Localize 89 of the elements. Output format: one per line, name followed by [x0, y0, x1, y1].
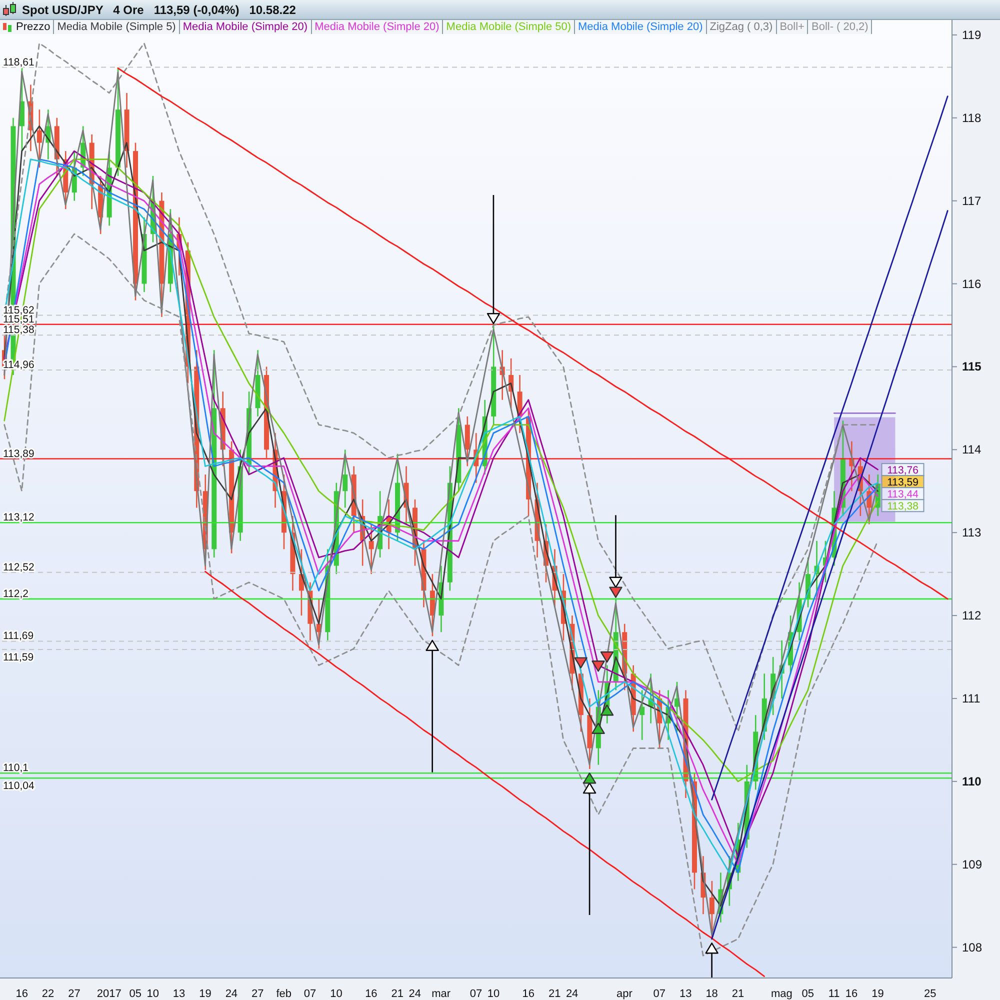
legend-label: Prezzo	[0, 20, 54, 34]
x-tick-label: 16	[845, 988, 858, 1000]
chart-title: Spot USD/JPY 4 Ore 113,59 (-0,04%) 10.58.22	[22, 2, 296, 16]
x-tick-label: 27	[252, 988, 264, 1000]
point	[486, 312, 500, 324]
x-tick-label: 19	[199, 988, 212, 1000]
x-tick-label: 25	[924, 988, 936, 1000]
ref-line-label: 110,04	[3, 780, 34, 792]
y-tick-label: 112	[962, 608, 982, 623]
x-tick-label: 07	[470, 988, 482, 1000]
x-tick-label: 19	[872, 988, 884, 1000]
line-series	[4, 42, 878, 732]
x-tick-label: 07	[653, 988, 666, 1000]
data-label: 113,38	[887, 500, 919, 513]
x-tick-label: 21	[391, 988, 404, 1000]
ref-line-label: 112,52	[3, 561, 34, 574]
text: Media Mobile (Simple 50)	[443, 20, 576, 34]
y-tick-label: 116	[962, 276, 982, 291]
x-tick-label: 22	[42, 988, 54, 1000]
x-tick-label: 10	[487, 988, 500, 1000]
y-tick-label: 115	[962, 360, 982, 374]
x-tick-label: 24	[225, 988, 238, 1000]
x-tick-label: 2017	[96, 988, 122, 1000]
ref-line-label: 111,59	[3, 652, 34, 664]
point	[705, 942, 718, 954]
x-tick-label: mag	[770, 988, 792, 1000]
x-tick-label: 05	[129, 988, 142, 1000]
x-tick-label: 21	[548, 988, 561, 1000]
ref-line-label: 110,1	[3, 762, 29, 774]
x-tick-label: mar	[432, 988, 451, 1000]
x-tick-label: 16	[522, 988, 535, 1000]
text: Boll+	[776, 20, 808, 34]
candlestick	[342, 449, 348, 508]
text: 113,59	[887, 476, 918, 489]
x-tick-label: 05	[802, 988, 814, 1000]
point	[600, 651, 614, 663]
y-tick-label: 117	[962, 194, 982, 208]
point	[592, 660, 605, 672]
text: Media Mobile (Simple 5)	[54, 20, 180, 34]
x-tick-label: 11	[828, 988, 840, 1000]
ref-line-label: 112,2	[3, 588, 29, 600]
x-tick-label: 10	[146, 988, 159, 1000]
text: Media Mobile (Simple 20)	[575, 20, 707, 34]
point	[426, 640, 439, 651]
x-tick-label: 13	[679, 988, 692, 1000]
x-tick-label: 24	[408, 988, 421, 1000]
point	[592, 722, 605, 734]
x-tick-label: 16	[365, 988, 378, 1000]
point	[582, 782, 596, 794]
y-tick-label: 119	[962, 28, 982, 42]
x-tick-label: 27	[68, 988, 80, 1000]
x-tick-label: 21	[732, 988, 744, 1000]
data-label: 113,44	[887, 488, 919, 501]
point	[600, 704, 614, 716]
ref-line-label: 113,12	[3, 512, 34, 524]
x-tick-label: apr	[616, 988, 633, 1000]
line-series	[711, 210, 948, 940]
y-tick-label: 111	[962, 691, 981, 706]
y-tick-label: 118	[962, 110, 982, 125]
ref-line-label: 113,89	[3, 448, 34, 460]
x-tick-label: 18	[706, 988, 718, 1000]
y-tick-label: 110	[962, 774, 982, 788]
ref-line-label: 118,61	[3, 56, 34, 68]
line-series	[711, 96, 948, 800]
y-tick-label: 108	[962, 940, 982, 954]
x-tick-label: 07	[304, 988, 316, 1000]
ref-line-label: 111,69	[3, 630, 34, 642]
text: ZigZag ( 0,3)	[706, 20, 777, 34]
candlestick	[709, 880, 714, 940]
point	[574, 657, 588, 668]
x-tick-label: 10	[330, 988, 342, 1000]
x-tick-label: 16	[16, 988, 28, 1000]
point	[609, 586, 622, 598]
line-series	[4, 233, 878, 956]
line-series	[204, 570, 765, 978]
candlestick	[36, 108, 42, 168]
point	[609, 576, 622, 588]
candlestick	[368, 524, 374, 575]
y-tick-label: 114	[962, 442, 982, 457]
y-tick-label: 109	[962, 857, 982, 872]
point	[582, 772, 596, 784]
x-tick-label: feb	[276, 988, 292, 1000]
text: Media Mobile (Simple 20)	[312, 20, 444, 34]
x-tick-label: 13	[172, 988, 186, 1000]
data-label: 113,76	[887, 464, 919, 477]
y-tick-label: 113	[962, 526, 982, 540]
text: Media Mobile (Simple 20)	[180, 20, 312, 34]
x-tick-label: 24	[566, 988, 578, 1000]
text: Boll- ( 20,2)	[808, 20, 872, 34]
